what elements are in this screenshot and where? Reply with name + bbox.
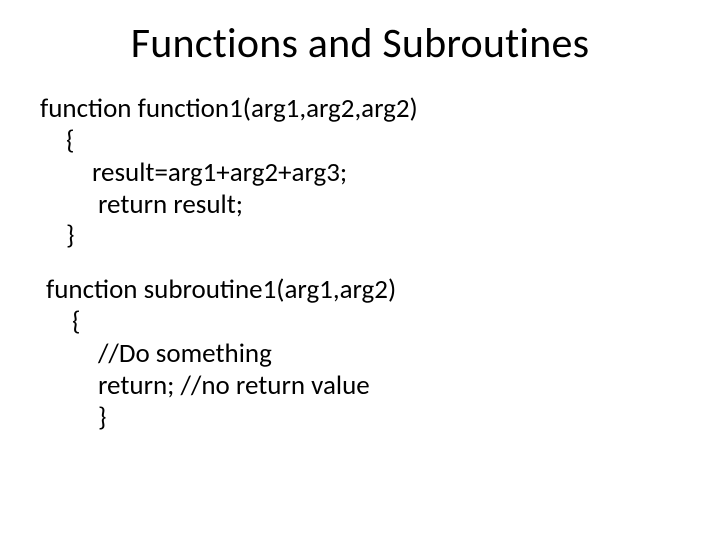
code-line: //Do something — [46, 338, 690, 370]
slide: Functions and Subroutines function funct… — [0, 18, 720, 540]
code-line: function function1(arg1,arg2,arg2) — [40, 93, 690, 125]
code-line: result=arg1+arg2+arg3; — [40, 157, 690, 189]
slide-body: function function1(arg1,arg2,arg2) { res… — [0, 93, 720, 434]
code-line: } — [46, 402, 690, 434]
code-line: } — [40, 220, 690, 252]
code-line: { — [40, 125, 690, 157]
code-line: function subroutine1(arg1,arg2) — [46, 274, 690, 306]
code-line: { — [46, 306, 690, 338]
slide-title: Functions and Subroutines — [0, 18, 720, 69]
code-block-2: function subroutine1(arg1,arg2) { //Do s… — [40, 274, 690, 433]
code-block-1: function function1(arg1,arg2,arg2) { res… — [40, 93, 690, 252]
code-line: return result; — [40, 189, 690, 221]
code-line: return; //no return value — [46, 370, 690, 402]
